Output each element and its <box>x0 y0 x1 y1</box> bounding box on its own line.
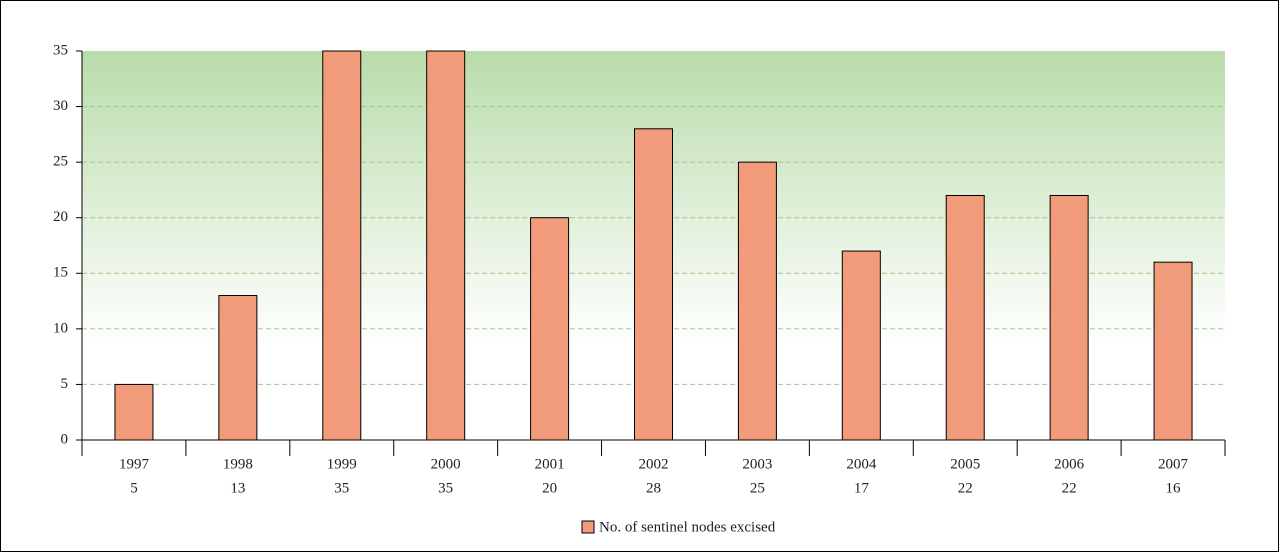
x-tick-label: 2004 <box>846 456 877 472</box>
x-tick-label: 1998 <box>223 456 253 472</box>
value-label: 20 <box>542 480 557 496</box>
y-tick-label: 25 <box>53 154 68 170</box>
value-label: 13 <box>230 480 245 496</box>
legend-swatch <box>581 520 595 534</box>
x-tick-label: 2000 <box>431 456 461 472</box>
x-tick-label: 1997 <box>119 456 150 472</box>
y-tick-label: 0 <box>61 431 69 447</box>
bar <box>218 295 258 441</box>
value-label: 35 <box>438 480 453 496</box>
x-tick-label: 2003 <box>742 456 772 472</box>
y-tick-label: 30 <box>53 98 68 114</box>
y-tick-label: 35 <box>53 42 68 58</box>
value-label: 28 <box>646 480 661 496</box>
bar <box>322 50 362 441</box>
x-tick-label: 2005 <box>950 456 980 472</box>
y-tick-label: 10 <box>53 320 68 336</box>
y-tick-label: 15 <box>53 265 68 281</box>
bar <box>737 161 777 441</box>
value-label: 17 <box>854 480 870 496</box>
bar <box>114 383 154 441</box>
x-tick-label: 2007 <box>1158 456 1189 472</box>
bar <box>945 194 985 441</box>
bar <box>841 250 881 441</box>
y-tick-label: 20 <box>53 209 68 225</box>
x-tick-label: 1999 <box>327 456 357 472</box>
bar <box>426 50 466 441</box>
x-tick-label: 2001 <box>535 456 565 472</box>
y-tick-label: 5 <box>61 376 69 392</box>
bar <box>1153 261 1193 441</box>
legend-label: No. of sentinel nodes excised <box>599 519 776 535</box>
bar <box>1049 194 1089 441</box>
value-label: 16 <box>1166 480 1182 496</box>
bar <box>634 128 673 441</box>
value-label: 22 <box>1062 480 1077 496</box>
value-label: 25 <box>750 480 765 496</box>
bar <box>530 217 570 441</box>
value-label: 22 <box>958 480 973 496</box>
x-tick-label: 2006 <box>1054 456 1085 472</box>
value-label: 35 <box>334 480 349 496</box>
value-label: 5 <box>130 480 138 496</box>
x-tick-label: 2002 <box>639 456 669 472</box>
